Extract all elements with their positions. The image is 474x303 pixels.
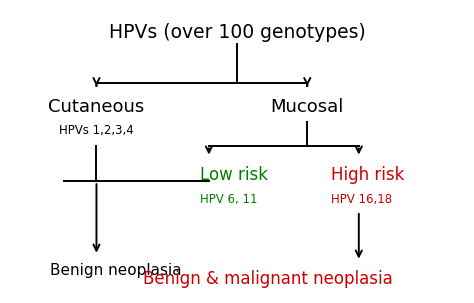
Text: HPV 16,18: HPV 16,18 [331, 193, 392, 206]
Text: Cutaneous: Cutaneous [48, 98, 145, 116]
Text: Benign & malignant neoplasia: Benign & malignant neoplasia [143, 270, 393, 288]
Text: HPVs 1,2,3,4: HPVs 1,2,3,4 [59, 124, 134, 137]
Text: Low risk: Low risk [200, 166, 267, 184]
Text: HPV 6, 11: HPV 6, 11 [200, 193, 257, 206]
Text: HPVs (over 100 genotypes): HPVs (over 100 genotypes) [109, 23, 365, 42]
Text: Benign neoplasia: Benign neoplasia [50, 263, 181, 278]
Text: High risk: High risk [331, 166, 404, 184]
Text: Mucosal: Mucosal [271, 98, 344, 116]
